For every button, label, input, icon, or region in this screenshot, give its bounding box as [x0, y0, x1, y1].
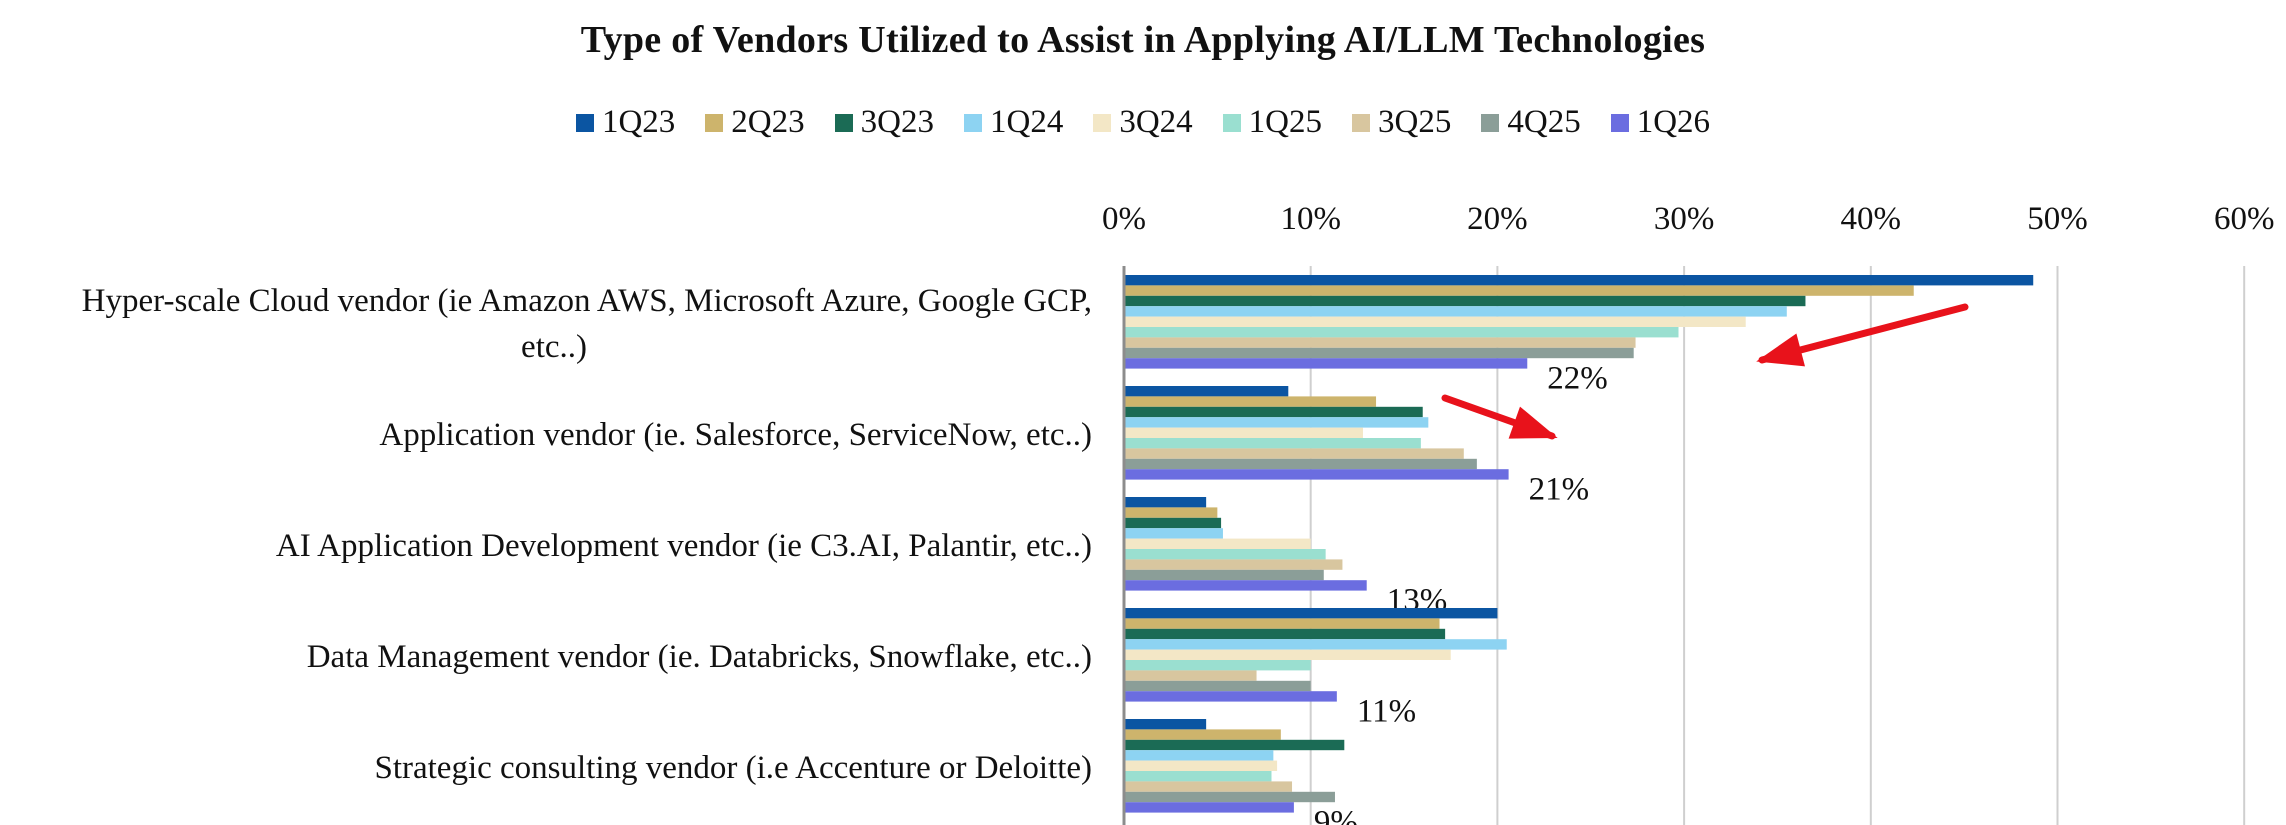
legend-swatch: [1610, 113, 1629, 132]
bar: [1124, 386, 1289, 397]
data-label: 21%: [1529, 471, 1590, 507]
bar: [1124, 316, 1746, 327]
legend-label: 3Q25: [1378, 104, 1452, 140]
bar: [1124, 618, 1440, 629]
x-tick-label: 30%: [1654, 201, 1715, 237]
legend-item: 1Q23: [575, 104, 676, 141]
x-tick-label: 10%: [1280, 201, 1341, 237]
bar: [1124, 729, 1281, 740]
legend-item: 3Q23: [834, 104, 934, 141]
bar: [1124, 569, 1324, 581]
bar: [1124, 670, 1257, 681]
bar: [1124, 347, 1634, 359]
legend-swatch: [1352, 113, 1371, 132]
legend-swatch: [1093, 113, 1112, 132]
annotation-arrow-2-head: [1508, 406, 1558, 439]
bar: [1124, 469, 1509, 480]
bar: [1124, 549, 1326, 560]
bar: [1124, 680, 1311, 692]
bar: [1124, 691, 1337, 702]
bar: [1124, 660, 1311, 671]
bar: [1124, 802, 1294, 813]
bar: [1124, 285, 1914, 296]
bar: [1124, 417, 1429, 428]
bar: [1124, 438, 1421, 449]
annotation-arrow-1-head: [1756, 333, 1805, 367]
x-tick-label: 50%: [2027, 201, 2088, 237]
chart-legend: 1Q23 2Q23 3Q23 1Q24 3Q24 1Q25 3Q25 4Q25 1Q26: [0, 104, 2286, 141]
bar: [1124, 739, 1345, 751]
x-tick-label: 40%: [1841, 201, 1902, 237]
legend-label: 1Q24: [989, 104, 1064, 140]
legend-swatch: [963, 113, 982, 132]
legend-label: 2Q23: [731, 104, 805, 140]
bar: [1124, 528, 1223, 539]
x-tick-label: 60%: [2214, 201, 2275, 237]
category-label: AI Application Development vendor (ie C3…: [276, 528, 1092, 564]
legend-label: 3Q24: [1119, 104, 1193, 140]
bar: [1124, 628, 1446, 640]
bar: [1124, 306, 1787, 317]
bar: [1124, 396, 1377, 407]
bar: [1124, 760, 1278, 771]
legend-swatch: [1222, 113, 1241, 132]
bar: [1124, 649, 1451, 660]
legend-swatch: [834, 113, 853, 132]
legend-item: 1Q26: [1610, 104, 1711, 141]
data-label: 9%: [1314, 804, 1358, 825]
category-label: Application vendor (ie. Salesforce, Serv…: [379, 417, 1092, 453]
bar: [1124, 427, 1363, 438]
data-label: 22%: [1547, 360, 1608, 396]
legend-swatch: [575, 113, 594, 132]
bar: [1124, 559, 1343, 570]
bar: [1124, 608, 1498, 619]
bar: [1124, 448, 1464, 459]
category-label: etc..): [521, 329, 587, 365]
bar: [1124, 358, 1528, 369]
bar: [1124, 580, 1367, 591]
legend-item: 3Q24: [1093, 104, 1193, 141]
bar: [1124, 497, 1207, 508]
bar: [1124, 719, 1207, 730]
legend-item: 3Q25: [1352, 104, 1451, 141]
category-label: Strategic consulting vendor (i.e Accentu…: [374, 750, 1092, 786]
x-tick-label: 0%: [1102, 201, 1146, 237]
bar: [1124, 327, 1679, 338]
bar: [1124, 337, 1636, 348]
legend-swatch: [705, 113, 724, 132]
legend-label: 1Q23: [601, 104, 676, 140]
bar: [1124, 639, 1507, 650]
legend-swatch: [1481, 113, 1500, 132]
legend-label: 4Q25: [1507, 104, 1581, 140]
data-label: 11%: [1357, 693, 1416, 729]
bar: [1124, 507, 1218, 518]
x-tick-label: 20%: [1467, 201, 1528, 237]
bar: [1124, 791, 1335, 803]
bar: [1124, 750, 1274, 761]
legend-item: 1Q25: [1222, 104, 1323, 141]
category-label: Hyper-scale Cloud vendor (ie Amazon AWS,…: [82, 283, 1092, 319]
bar: [1124, 781, 1293, 792]
bar: [1124, 517, 1222, 529]
bar: [1124, 275, 2034, 286]
bar: [1124, 538, 1311, 549]
bar: [1124, 406, 1423, 418]
legend-item: 1Q24: [963, 104, 1064, 141]
legend-label: 3Q23: [860, 104, 934, 140]
bar: [1124, 295, 1806, 307]
chart-title: Type of Vendors Utilized to Assist in Ap…: [580, 19, 1706, 61]
legend-label: 1Q26: [1636, 104, 1711, 140]
bar: [1124, 458, 1477, 470]
legend-item: 4Q25: [1481, 104, 1581, 141]
bar: [1124, 771, 1272, 782]
legend-label: 1Q25: [1248, 104, 1323, 140]
legend-item: 2Q23: [705, 104, 805, 141]
category-label: Data Management vendor (ie. Databricks, …: [307, 639, 1092, 675]
